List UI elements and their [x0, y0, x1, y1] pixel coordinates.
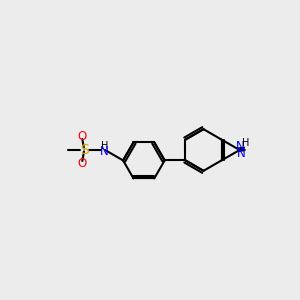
Text: S: S: [80, 143, 88, 157]
Text: H: H: [101, 141, 109, 151]
Text: N: N: [237, 147, 245, 160]
Text: O: O: [77, 157, 86, 170]
Text: O: O: [77, 130, 86, 143]
Text: N: N: [236, 140, 245, 153]
Text: N: N: [100, 145, 109, 158]
Text: H: H: [242, 138, 250, 148]
